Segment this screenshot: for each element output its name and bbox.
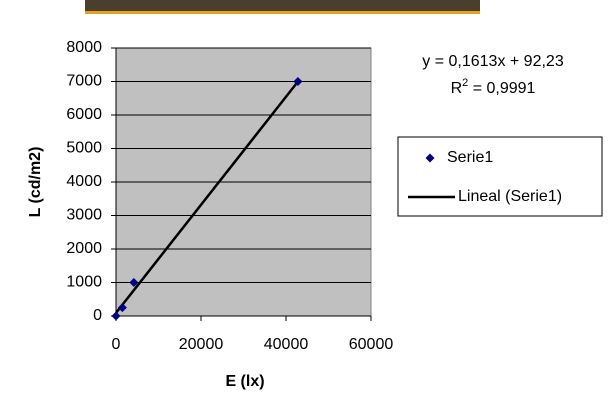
y-tick-label: 1000 [66, 274, 102, 291]
r-squared-part: R [451, 80, 463, 97]
chart: E (lx) L (cd/m2) y = 0,1613x + 92,23 R2 … [0, 0, 609, 414]
y-tick-label: 8000 [66, 39, 102, 56]
y-tick-label: 3000 [66, 207, 102, 224]
y-tick-label: 7000 [66, 73, 102, 90]
photo-edge [85, 11, 480, 14]
r-squared: R2 = 0,9991 [451, 77, 536, 97]
legend-label: Lineal (Serie1) [458, 188, 562, 205]
x-tick-label: 60000 [349, 336, 394, 353]
r-squared-part: = 0,9991 [468, 80, 535, 97]
y-tick-label: 4000 [66, 173, 102, 190]
y-tick-label: 2000 [66, 240, 102, 257]
x-axis-title: E (lx) [225, 373, 264, 390]
y-tick-label: 5000 [66, 140, 102, 157]
y-tick-label: 6000 [66, 106, 102, 123]
y-axis-title: L (cd/m2) [27, 147, 44, 218]
legend-label: Serie1 [447, 149, 493, 166]
x-tick-label: 40000 [264, 336, 309, 353]
trend-equation: y = 0,1613x + 92,23 [422, 53, 564, 70]
x-tick-label: 20000 [179, 336, 224, 353]
page: {"chart_data": {"type": "scatter", "x_la… [0, 0, 609, 414]
x-tick-label: 0 [112, 336, 121, 353]
y-tick-label: 0 [93, 307, 102, 324]
